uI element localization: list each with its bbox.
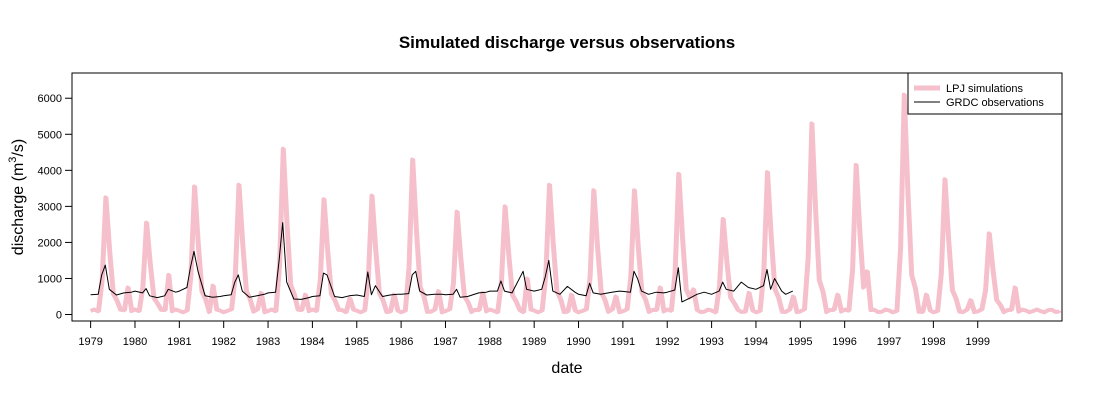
y-tick-label-4000: 4000 bbox=[38, 165, 62, 177]
x-tick-label-1993: 1993 bbox=[699, 336, 723, 348]
y-tick-label-2000: 2000 bbox=[38, 237, 62, 249]
lpj-simulations-line bbox=[89, 92, 1060, 315]
chart-title: Simulated discharge versus observations bbox=[399, 33, 735, 52]
x-tick-label-1997: 1997 bbox=[877, 336, 901, 348]
x-tick-label-1987: 1987 bbox=[433, 336, 457, 348]
legend-label-lpj: LPJ simulations bbox=[946, 83, 1024, 95]
x-axis-title: date bbox=[551, 360, 582, 377]
x-tick-label-1992: 1992 bbox=[655, 336, 679, 348]
y-tick-label-0: 0 bbox=[56, 310, 62, 322]
y-axis-title: discharge (m3/s) bbox=[7, 139, 27, 255]
x-tick-label-1983: 1983 bbox=[256, 336, 280, 348]
x-tick-label-1994: 1994 bbox=[744, 336, 768, 348]
y-tick-label-3000: 3000 bbox=[38, 201, 62, 213]
legend-box bbox=[907, 72, 1063, 115]
x-tick-label-1988: 1988 bbox=[478, 336, 502, 348]
grdc-observations-series bbox=[90, 222, 794, 303]
x-tick-label-1979: 1979 bbox=[78, 336, 102, 348]
y-axis-title-end: /s) bbox=[10, 139, 27, 157]
y-tick-label-1000: 1000 bbox=[38, 273, 62, 285]
legend-label-grdc: GRDC observations bbox=[946, 97, 1044, 109]
legend: LPJ simulations GRDC observations bbox=[907, 72, 1063, 115]
y-tick-label-5000: 5000 bbox=[38, 129, 62, 141]
x-tick-label-1991: 1991 bbox=[611, 336, 635, 348]
lpj-simulations-band bbox=[92, 93, 1062, 314]
y-tick-label-6000: 6000 bbox=[38, 93, 62, 105]
y-axis-title-main: discharge (m bbox=[10, 163, 27, 255]
x-tick-label-1982: 1982 bbox=[211, 336, 235, 348]
x-tick-label-1985: 1985 bbox=[345, 336, 369, 348]
lpj-simulations-series bbox=[89, 92, 1062, 315]
grdc-observations-line bbox=[90, 222, 794, 303]
y-axis-ticks: 0 1000 2000 3000 4000 5000 6000 bbox=[38, 93, 72, 322]
x-tick-label-1998: 1998 bbox=[921, 336, 945, 348]
y-axis-title-superscript: 3 bbox=[7, 157, 19, 163]
x-tick-label-1999: 1999 bbox=[965, 336, 989, 348]
x-tick-label-1995: 1995 bbox=[788, 336, 812, 348]
x-tick-label-1984: 1984 bbox=[300, 336, 324, 348]
x-tick-label-1996: 1996 bbox=[832, 336, 856, 348]
x-axis-ticks: 1979 1980 1981 1982 1983 1984 1985 1986 1987 1988… bbox=[78, 321, 990, 348]
x-tick-label-1981: 1981 bbox=[167, 336, 191, 348]
x-tick-label-1986: 1986 bbox=[389, 336, 413, 348]
x-tick-label-1980: 1980 bbox=[123, 336, 147, 348]
x-tick-label-1989: 1989 bbox=[522, 336, 546, 348]
x-tick-label-1990: 1990 bbox=[566, 336, 590, 348]
